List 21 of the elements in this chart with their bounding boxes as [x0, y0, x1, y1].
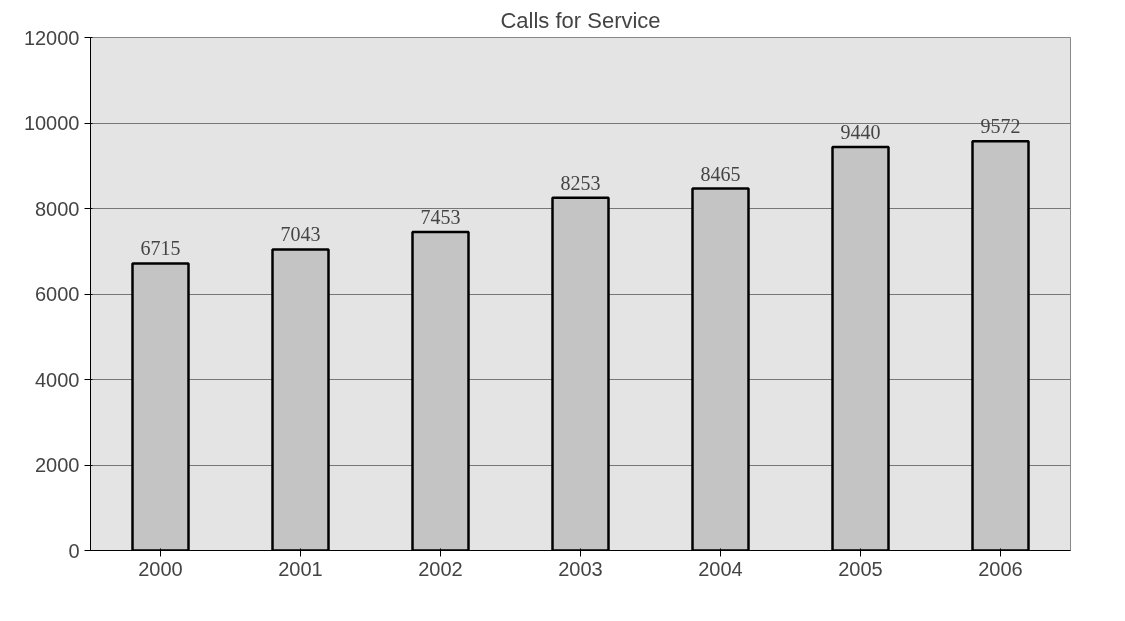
y-tick-label: 2000 [35, 454, 80, 476]
y-tick-label: 6000 [35, 283, 80, 305]
data-label: 6715 [140, 237, 181, 260]
y-tick-label: 10000 [23, 112, 80, 134]
x-tick-label: 2000 [138, 557, 183, 580]
y-tick-label: 4000 [35, 368, 80, 391]
data-label: 8253 [560, 171, 601, 194]
x-tick-label: 2004 [698, 557, 743, 580]
x-tick-label: 2005 [838, 557, 883, 580]
x-tick-label: 2003 [558, 557, 603, 580]
chart-title: Calls for Service [500, 7, 661, 33]
x-tick-label: 2002 [418, 557, 463, 580]
y-tick-label: 12000 [23, 26, 80, 49]
y-tick-label: 8000 [35, 197, 80, 220]
x-tick-label: 2006 [978, 557, 1023, 580]
data-label: 8465 [700, 162, 741, 185]
data-label: 9440 [840, 120, 881, 143]
data-label: 7453 [420, 205, 461, 228]
y-tick-label: 0 [68, 539, 80, 562]
data-label: 7043 [280, 223, 321, 246]
x-tick-label: 2001 [278, 557, 323, 580]
